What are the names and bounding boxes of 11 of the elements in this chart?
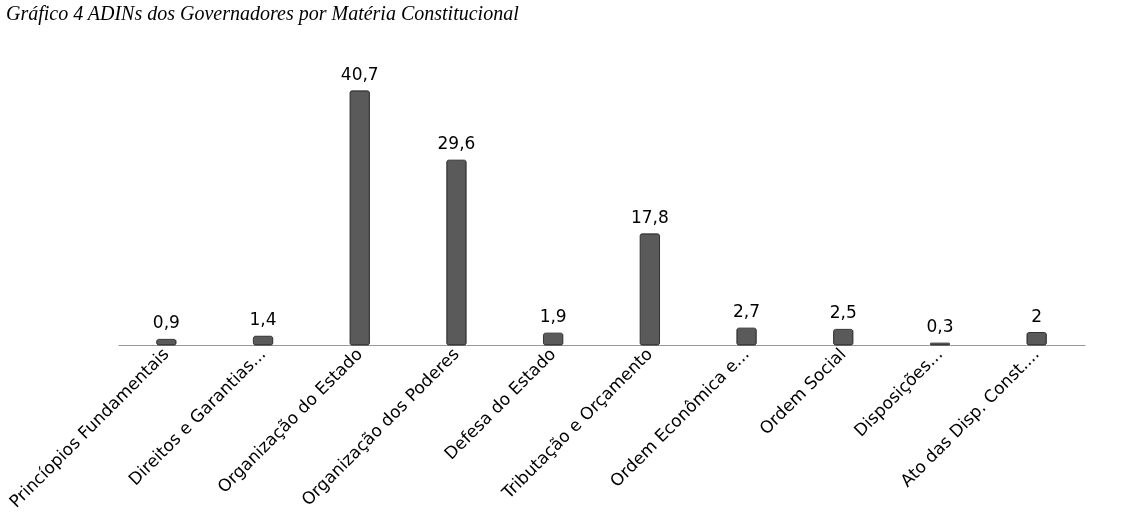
data-label: 1,4 — [249, 309, 277, 330]
data-label: 0,3 — [926, 316, 954, 337]
data-label: 2,7 — [733, 301, 761, 322]
data-label: 2,5 — [829, 302, 857, 323]
data-label: 40,7 — [340, 63, 379, 84]
data-label: 17,8 — [630, 206, 669, 227]
data-label: 1,9 — [539, 306, 567, 327]
data-label: 0,9 — [152, 312, 180, 333]
chart-title: Gráfico 4 ADINs dos Governadores por Matéria Constitucional — [5, 2, 520, 25]
data-label: 2 — [1031, 305, 1043, 326]
data-label: 29,6 — [437, 133, 476, 154]
